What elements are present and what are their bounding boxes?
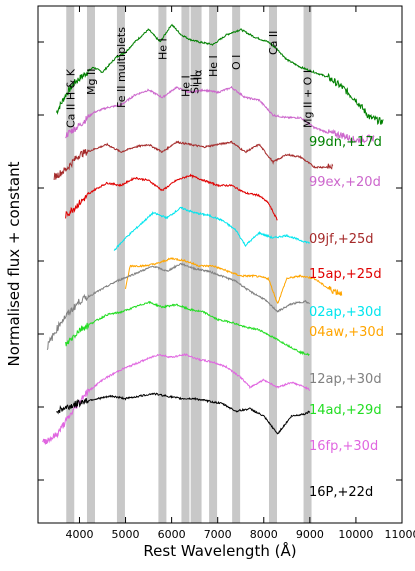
y-axis-label: Normalised flux + constant <box>5 161 23 366</box>
x-tick-label: 7000 <box>204 528 232 541</box>
spectrum-line <box>66 175 278 221</box>
line-band-label: Fe II multiplets <box>115 27 128 108</box>
line-band <box>158 6 166 523</box>
series-label: 09jf,+25d <box>309 232 374 247</box>
x-axis-label: Rest Wavelength (Å) <box>143 541 296 560</box>
x-tick-label: 4000 <box>65 528 93 541</box>
series-label: 99dn,+17d <box>309 135 382 150</box>
series-label: 02ap,+30d <box>309 305 382 320</box>
line-band-label: O I <box>230 55 243 70</box>
line-band-label: Hα <box>192 69 205 85</box>
x-tick-label: 9000 <box>296 528 324 541</box>
series-label: 12ap,+30d <box>309 372 382 387</box>
line-band-label: He I <box>207 55 220 77</box>
line-band-label: Mg II + O I <box>302 70 315 128</box>
line-band-label: He I <box>156 38 169 60</box>
x-tick-label: 8000 <box>250 528 278 541</box>
series-label: 99ex,+20d <box>309 175 381 190</box>
x-tick-label: 11000 <box>385 528 415 541</box>
line-band-label: Mg II <box>85 69 98 95</box>
series-labels: 99dn,+17d 99ex,+20d 09jf,+25d 15ap,+25d 02ap… <box>309 135 384 500</box>
x-tick-label: 6000 <box>158 528 186 541</box>
line-band-label: Ca II <box>267 31 280 55</box>
x-tick-label: 10000 <box>338 528 373 541</box>
series-label: 16P,+22d <box>309 485 373 500</box>
series-label: 16fp,+30d <box>309 439 378 454</box>
line-band <box>232 6 240 523</box>
series-label: 14ad,+29d <box>309 403 382 418</box>
line-band <box>209 6 217 523</box>
series-label: 04aw,+30d <box>309 325 384 340</box>
series-label: 15ap,+25d <box>309 267 382 282</box>
line-band-label: Ca II H & K <box>64 68 77 128</box>
line-band <box>269 6 277 523</box>
x-tick-label: 5000 <box>112 528 140 541</box>
